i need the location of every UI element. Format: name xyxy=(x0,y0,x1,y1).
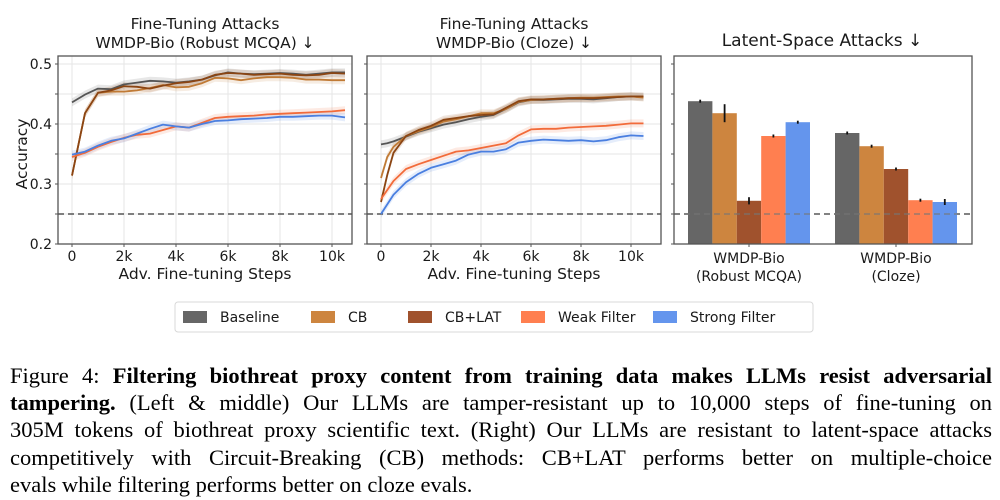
confidence-bands xyxy=(381,92,644,218)
category-label: WMDP-Bio xyxy=(713,251,784,267)
x-tick-label: 4k xyxy=(167,249,185,265)
grid xyxy=(58,56,352,245)
category-label: WMDP-Bio xyxy=(860,251,931,267)
legend-swatch xyxy=(521,311,545,323)
legend-item-baseline: Baseline xyxy=(183,310,279,326)
x-tick-label: 10k xyxy=(618,249,645,265)
panel-latent-space: Latent-Space Attacks ↓ WMDP-Bio (Robust M… xyxy=(671,31,973,285)
panel-title-line-2: WMDP-Bio (Robust MCQA) ↓ xyxy=(95,34,314,52)
x-tick-label: 6k xyxy=(522,249,540,265)
series-line-cb-lat xyxy=(380,95,644,203)
legend-swatch xyxy=(183,311,207,323)
series-line-strong-filter xyxy=(380,134,644,215)
panel-title-line-1: Fine-Tuning Attacks xyxy=(131,15,280,33)
panel-title-line-2: WMDP-Bio (Cloze) ↓ xyxy=(436,34,592,52)
panel-finetune-robust-mcqa: Fine-Tuning Attacks WMDP-Bio (Robust MCQ… xyxy=(13,15,353,283)
y-ticks: 0.2 0.3 0.4 0.5 xyxy=(30,57,58,253)
legend-label: Strong Filter xyxy=(690,310,776,326)
legend-item-weak-filter: Weak Filter xyxy=(521,310,636,326)
band-strong-filter xyxy=(72,111,345,159)
band-baseline xyxy=(72,68,345,107)
legend-swatch xyxy=(653,311,677,323)
series-line-weak-filter xyxy=(380,122,644,200)
series-line-strong-filter xyxy=(71,114,346,156)
bar-weak-filter xyxy=(761,136,786,244)
x-ticks: 0 2k 4k 6k 8k 10k xyxy=(68,244,346,265)
legend-box xyxy=(174,301,814,333)
bar-cb-lat xyxy=(883,169,909,244)
panel-title-line-1: Fine-Tuning Attacks xyxy=(440,15,589,33)
x-tick-label: 4k xyxy=(472,249,490,265)
x-tick-label: 8k xyxy=(572,249,590,265)
panel-finetune-cloze: Fine-Tuning Attacks WMDP-Bio (Cloze) ↓ 0… xyxy=(364,15,662,283)
bar-cb xyxy=(712,113,737,244)
y-ticks xyxy=(364,63,367,245)
panel-title: Latent-Space Attacks ↓ xyxy=(722,31,923,51)
category-label: (Cloze) xyxy=(871,269,920,285)
band-weak-filter xyxy=(381,119,644,203)
x-axis-label: Adv. Fine-tuning Steps xyxy=(427,265,600,283)
caption-text: evals while filtering performs better on… xyxy=(10,471,473,497)
grid xyxy=(367,56,661,245)
x-tick-label: 8k xyxy=(271,249,289,265)
bar-strong-filter xyxy=(785,122,810,244)
figure: Fine-Tuning Attacks WMDP-Bio (Robust MCQ… xyxy=(13,15,973,333)
x-tick-label: 2k xyxy=(422,249,440,265)
legend-label: CB xyxy=(348,310,367,326)
caption-line-3: 305M tokens of biothreat proxy scientifi… xyxy=(10,416,992,443)
caption-bold-title-cont: tampering. xyxy=(10,390,116,416)
y-tick-label: 0.3 xyxy=(30,177,52,193)
bar-weak-filter xyxy=(908,200,933,244)
y-tick-label: 0.4 xyxy=(30,117,52,133)
caption-line-5: evals while filtering performs better on… xyxy=(10,471,992,498)
legend-item-strong-filter: Strong Filter xyxy=(653,310,776,326)
series-lines xyxy=(71,71,346,176)
caption-text: 305M tokens of biothreat proxy scientifi… xyxy=(10,417,992,443)
legend-item-cb: CB xyxy=(311,310,367,326)
bar-cb-lat xyxy=(736,200,762,244)
legend-label: Weak Filter xyxy=(558,310,636,326)
bar-baseline xyxy=(688,101,713,244)
x-tick-label: 0 xyxy=(377,249,386,265)
plot-frame xyxy=(366,55,662,245)
category-labels: WMDP-Bio (Robust MCQA) WMDP-Bio (Cloze) xyxy=(696,244,932,285)
x-tick-label: 10k xyxy=(319,249,346,265)
bar-cb xyxy=(859,146,884,244)
legend-swatch xyxy=(408,311,432,323)
legend-label: CB+LAT xyxy=(445,310,502,326)
y-tick-label: 0.2 xyxy=(30,237,52,253)
caption-bold-title: Filtering biothreat proxy content from t… xyxy=(112,363,992,388)
caption-text: competitively with Circuit-Breaking (CB)… xyxy=(10,444,992,470)
legend-label: Baseline xyxy=(220,310,279,326)
legend-item-cb-lat: CB+LAT xyxy=(408,310,502,326)
plot-frame xyxy=(57,55,353,245)
caption-line-4: competitively with Circuit-Breaking (CB)… xyxy=(10,444,992,471)
x-tick-label: 2k xyxy=(115,249,133,265)
legend: Baseline CB CB+LAT Weak Filter Strong Filter xyxy=(174,301,814,333)
figure-caption: Figure 4: Filtering biothreat proxy cont… xyxy=(10,362,992,498)
x-tick-label: 0 xyxy=(68,249,77,265)
series-lines xyxy=(380,95,644,215)
series-line-cb xyxy=(71,76,345,176)
category-label: (Robust MCQA) xyxy=(696,269,802,285)
legend-swatch xyxy=(311,311,335,323)
x-ticks: 0 2k 4k 6k 8k 10k xyxy=(377,244,645,265)
y-ticks xyxy=(671,63,674,245)
x-axis-label: Adv. Fine-tuning Steps xyxy=(118,265,291,283)
y-tick-label: 0.5 xyxy=(30,57,52,73)
bar-baseline xyxy=(835,133,860,244)
band-strong-filter xyxy=(381,131,644,218)
caption-text: (Left & middle) Our LLMs are tamper-resi… xyxy=(115,390,992,416)
x-tick-label: 6k xyxy=(219,249,237,265)
caption-label: Figure 4: xyxy=(10,363,113,388)
y-axis-label: Accuracy xyxy=(13,119,31,190)
bars xyxy=(688,99,957,244)
series-line-cb-lat xyxy=(71,72,346,176)
caption-line-2: tampering. (Left & middle) Our LLMs are … xyxy=(10,389,992,416)
bar-strong-filter xyxy=(932,202,957,244)
plot-frame xyxy=(673,55,973,245)
caption-line-1: Figure 4: Filtering biothreat proxy cont… xyxy=(10,362,992,389)
